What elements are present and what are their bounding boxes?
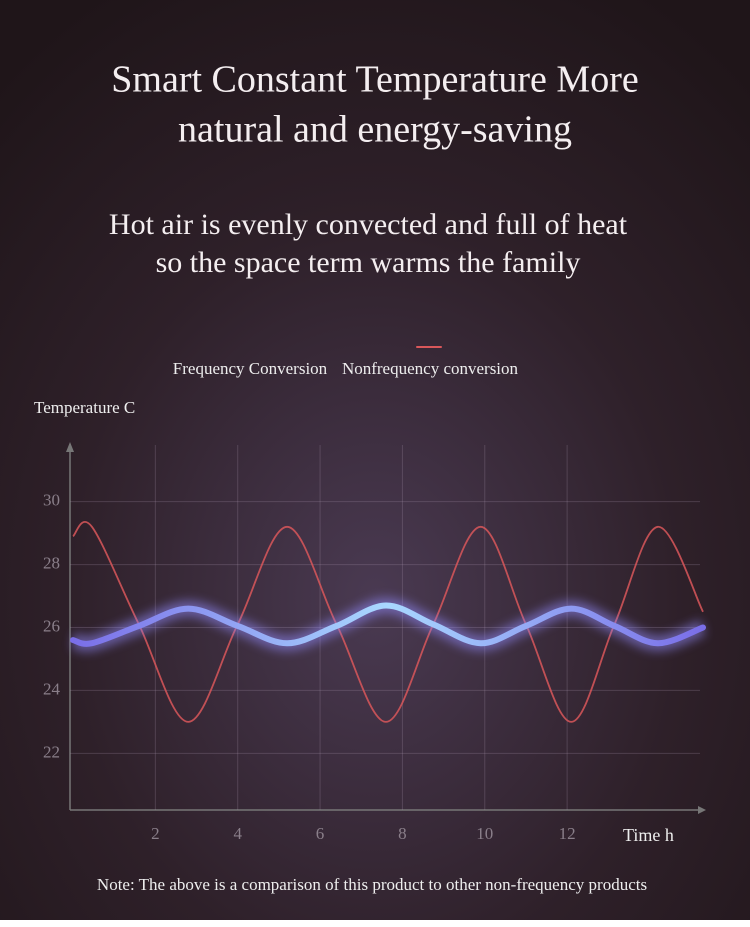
x-tick-label: 2 [151,824,160,843]
y-axis-label: Temperature C [34,398,135,417]
y-tick-label: 30 [43,491,60,510]
note: Note: The above is a comparison of this … [97,875,647,894]
subtitle: so the space term warms the family [156,246,581,279]
x-tick-label: 12 [559,824,576,843]
y-tick-label: 24 [43,679,61,698]
y-tick-label: 28 [43,553,60,572]
x-tick-label: 6 [316,824,325,843]
x-axis-label: Time h [623,825,674,845]
x-axis-arrow [698,806,706,814]
y-tick-label: 22 [43,742,60,761]
x-tick-label: 8 [398,824,407,843]
title: natural and energy-saving [178,109,572,151]
series-line [70,602,706,647]
x-tick-label: 4 [233,824,242,843]
series-line [72,520,704,723]
legend-label: Frequency Conversion [173,359,328,378]
title: Smart Constant Temperature More [111,59,638,101]
x-tick-label: 10 [476,824,493,843]
y-axis-arrow [66,442,74,452]
y-tick-label: 26 [43,616,60,635]
subtitle: Hot air is evenly convected and full of … [109,208,628,241]
legend-label: Nonfrequency conversion [342,359,519,378]
